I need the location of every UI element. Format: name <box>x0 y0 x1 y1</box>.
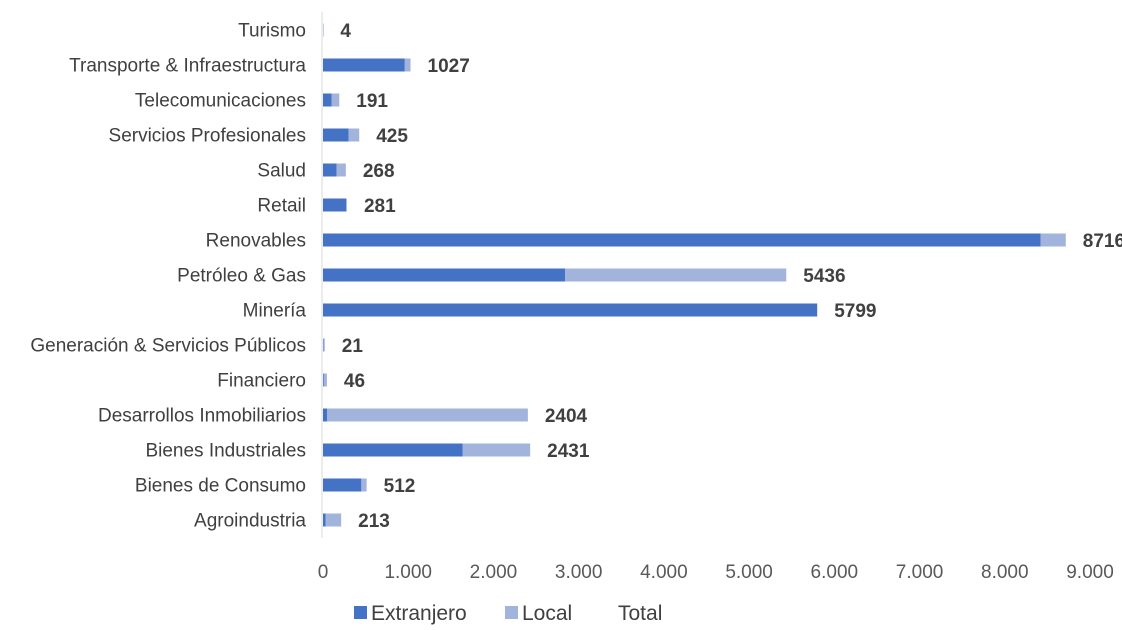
category-label: Servicios Profesionales <box>109 126 306 147</box>
total-data-label: 5436 <box>803 266 845 287</box>
bar-local-financiero <box>323 373 327 387</box>
total-data-label: 425 <box>376 126 408 147</box>
bar-extranjero-petroleo-gas <box>323 268 566 282</box>
total-labels: 213 512 2431 2404 46 21 5799 5436 8716 281 268 425 1… <box>340 21 1122 532</box>
category-label: Salud <box>257 161 306 182</box>
bar-extranjero-renovables <box>323 233 1041 247</box>
bar-local-agroindustria <box>325 513 342 527</box>
total-data-label: 8716 <box>1083 231 1122 252</box>
bar-extranjero-salud <box>323 163 337 177</box>
legend-label-total: Total <box>618 602 662 625</box>
total-data-label: 2431 <box>547 441 590 462</box>
category-label: Bienes de Consumo <box>135 476 306 497</box>
legend-swatch-local <box>505 606 518 619</box>
category-label: Financiero <box>217 371 306 392</box>
total-data-label: 5799 <box>834 301 876 322</box>
bar-local-bienes-de-consumo <box>361 478 367 492</box>
bar-extranjero-bienes-industriales <box>323 443 463 457</box>
bar-extranjero-servicios-profesionales <box>323 128 349 142</box>
bar-extranjero-transporte-infraestructura <box>323 58 405 72</box>
category-label: Turismo <box>238 21 306 42</box>
total-data-label: 281 <box>364 196 396 217</box>
total-data-label: 21 <box>342 336 364 357</box>
x-tick-label: 8.000 <box>981 562 1029 583</box>
category-label: Agroindustria <box>194 511 306 532</box>
total-data-label: 2404 <box>545 406 588 427</box>
bar-local-servicios-profesionales <box>348 128 360 142</box>
bar-extranjero-retail <box>323 198 347 212</box>
total-data-label: 191 <box>356 91 388 112</box>
bars-group <box>323 23 1066 527</box>
legend-label-local: Local <box>522 602 572 625</box>
category-label: Generación & Servicios Públicos <box>30 336 306 357</box>
category-label: Telecomunicaciones <box>135 91 306 112</box>
category-label: Renovables <box>206 231 306 252</box>
x-tick-label: 7.000 <box>896 562 944 583</box>
category-label: Transporte & Infraestructura <box>69 56 306 77</box>
bar-local-telecomunicaciones <box>331 93 340 107</box>
legend-label-extranjero: Extranjero <box>371 602 467 625</box>
bar-extranjero-desarrollos-inmobiliarios <box>323 408 328 422</box>
category-label: Minería <box>243 301 307 322</box>
x-tick-label: 2.000 <box>470 562 518 583</box>
bar-local-generacion-servicios-publicos <box>323 338 325 352</box>
x-tick-label: 5.000 <box>725 562 773 583</box>
total-data-label: 4 <box>340 21 351 42</box>
category-labels: Agroindustria Bienes de Consumo Bienes Ind… <box>30 21 306 532</box>
bar-local-bienes-industriales <box>462 443 531 457</box>
bar-extranjero-agroindustria <box>323 513 326 527</box>
x-axis-ticks: 0 1.000 2.000 3.000 4.000 5.000 6.000 7.000 8.00… <box>318 562 1114 583</box>
bar-extranjero-bienes-de-consumo <box>323 478 362 492</box>
legend: Extranjero Local Total <box>354 602 662 625</box>
legend-swatch-extranjero <box>354 606 367 619</box>
bar-extranjero-telecomunicaciones <box>323 93 332 107</box>
bar-local-salud <box>336 163 346 177</box>
total-data-label: 512 <box>384 476 416 497</box>
bar-local-petroleo-gas <box>565 268 787 282</box>
total-data-label: 268 <box>363 161 395 182</box>
category-label: Petróleo & Gas <box>177 266 306 287</box>
bar-local-renovables <box>1040 233 1066 247</box>
x-tick-label: 4.000 <box>640 562 688 583</box>
total-data-label: 213 <box>358 511 390 532</box>
bar-local-desarrollos-inmobiliarios <box>327 408 528 422</box>
bar-local-retail <box>346 198 347 212</box>
bar-local-transporte-infraestructura <box>404 58 411 72</box>
category-label: Bienes Industriales <box>145 441 306 462</box>
x-tick-label: 9.000 <box>1066 562 1114 583</box>
x-tick-label: 3.000 <box>555 562 603 583</box>
category-label: Retail <box>257 196 306 217</box>
x-tick-label: 0 <box>318 562 329 583</box>
bar-extranjero-financiero <box>323 373 324 387</box>
total-data-label: 1027 <box>428 56 470 77</box>
bar-extranjero-mineria <box>323 303 818 317</box>
x-tick-label: 6.000 <box>811 562 859 583</box>
category-label: Desarrollos Inmobiliarios <box>98 406 306 427</box>
total-data-label: 46 <box>344 371 365 392</box>
x-tick-label: 1.000 <box>384 562 432 583</box>
